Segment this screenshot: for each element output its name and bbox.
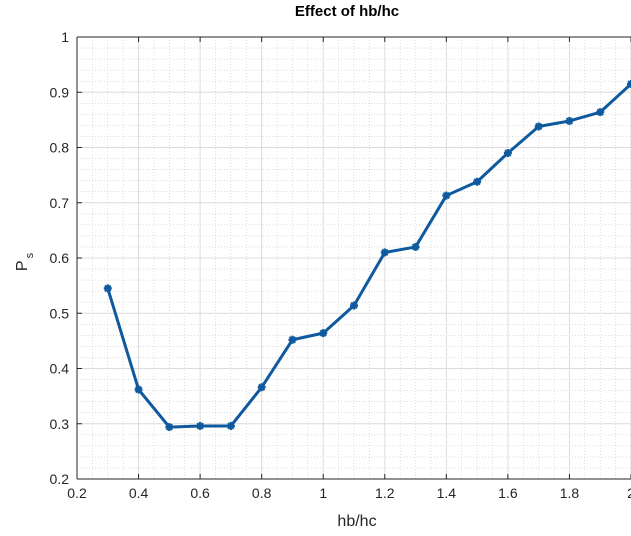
data-point-marker bbox=[411, 242, 420, 251]
x-tick-label: 1.6 bbox=[498, 485, 518, 501]
y-tick-label: 1 bbox=[61, 29, 69, 45]
y-tick-label: 0.2 bbox=[50, 471, 70, 487]
x-tick-label: 0.6 bbox=[190, 485, 210, 501]
y-tick-label: 0.5 bbox=[50, 305, 70, 321]
data-point-marker bbox=[380, 248, 389, 257]
data-point-marker bbox=[442, 191, 451, 200]
data-point-marker bbox=[503, 149, 512, 158]
y-tick-label: 0.8 bbox=[50, 140, 70, 156]
minor-grid bbox=[77, 37, 631, 479]
data-point-marker bbox=[350, 301, 358, 310]
data-point-marker bbox=[288, 335, 297, 344]
y-tick-label: 0.6 bbox=[50, 250, 70, 266]
y-axis-title-main: P bbox=[14, 260, 31, 271]
x-tick-label: 0.2 bbox=[67, 485, 87, 501]
tick-labels: 0.2 0.4 0.6 0.8 1 1.2 1.4 1.6 1.8 2 0.2 0.3 0.4 0.5 0.… bbox=[50, 29, 631, 501]
x-tick-label: 0.4 bbox=[129, 485, 149, 501]
axes bbox=[76, 36, 631, 480]
series-layer bbox=[103, 79, 631, 432]
y-tick-label: 0.4 bbox=[50, 361, 70, 377]
data-point-marker bbox=[103, 284, 112, 293]
x-tick-label: 1.2 bbox=[375, 485, 395, 501]
data-point-marker bbox=[134, 385, 143, 394]
data-point-marker bbox=[226, 421, 235, 430]
x-axis-title: hb/hc bbox=[337, 513, 376, 530]
x-tick-label: 1.8 bbox=[560, 485, 580, 501]
x-tick-label: 2 bbox=[627, 485, 631, 501]
x-tick-label: 1 bbox=[319, 485, 327, 501]
data-point-marker bbox=[196, 421, 205, 430]
data-point-marker bbox=[565, 116, 574, 125]
y-axis-title: Ps bbox=[14, 252, 36, 271]
y-tick-label: 0.3 bbox=[50, 416, 70, 432]
chart-title: Effect of hb/hc bbox=[295, 3, 399, 20]
data-point-marker bbox=[596, 108, 605, 117]
data-point-marker bbox=[627, 79, 631, 88]
x-tick-label: 1.4 bbox=[437, 485, 457, 501]
data-point-marker bbox=[534, 122, 543, 131]
x-tick-label: 0.8 bbox=[252, 485, 272, 501]
data-point-marker bbox=[473, 177, 482, 186]
y-tick-label: 0.9 bbox=[50, 84, 70, 100]
y-axis-title-subscript: s bbox=[24, 252, 36, 258]
svg-text:Ps: Ps bbox=[14, 252, 36, 271]
data-point-marker bbox=[165, 423, 174, 432]
series-line bbox=[106, 82, 631, 429]
y-tick-label: 0.7 bbox=[50, 195, 70, 211]
data-point-marker bbox=[257, 383, 266, 392]
data-point-marker bbox=[319, 329, 328, 338]
